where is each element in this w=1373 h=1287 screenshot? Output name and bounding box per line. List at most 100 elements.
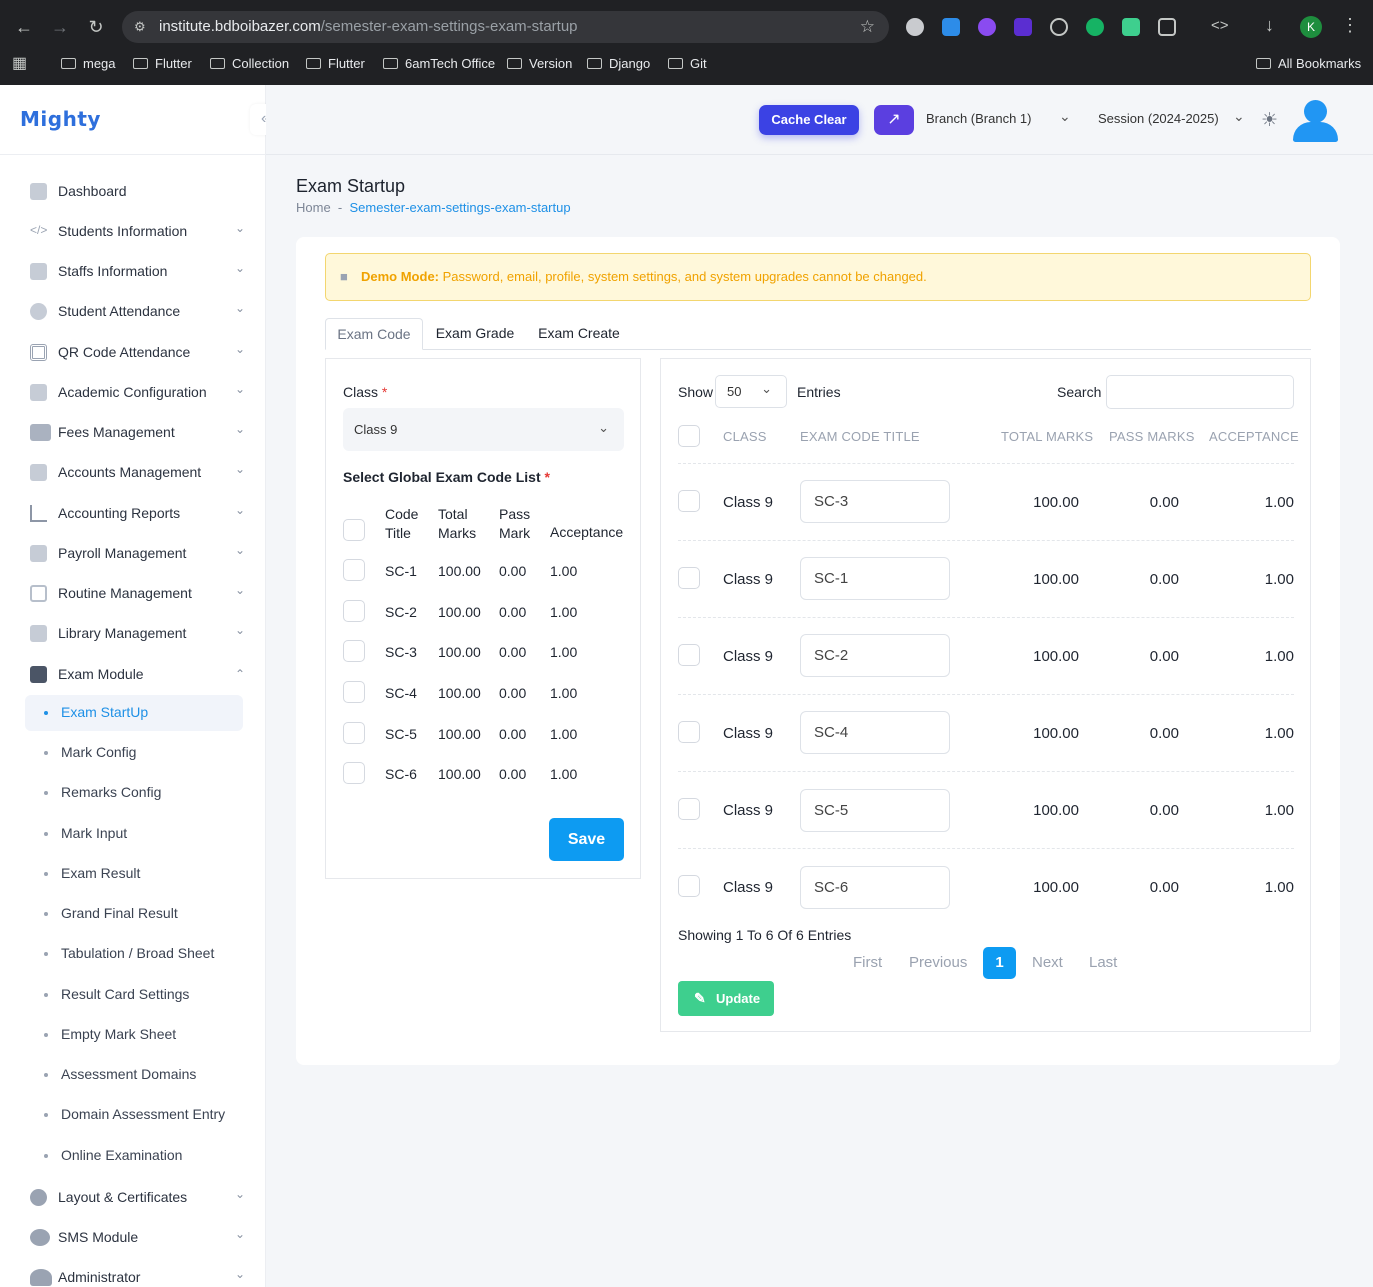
site-info-icon[interactable]: ⚙	[134, 19, 146, 34]
pagination-page-1[interactable]: 1	[983, 947, 1016, 979]
exam-code-title-input[interactable]: SC-5	[800, 789, 950, 832]
pagination-last[interactable]: Last	[1089, 954, 1118, 971]
grammarly-icon[interactable]	[1086, 18, 1104, 36]
extension-icon[interactable]	[906, 18, 924, 36]
sidebar-item-students-information[interactable]: </> Students Information ⌄	[30, 221, 245, 239]
react-devtools-icon[interactable]	[1050, 18, 1068, 36]
bookmark-folder[interactable]: Django	[587, 52, 650, 76]
reload-icon[interactable]: ↻	[88, 17, 104, 37]
exam-code-title-input[interactable]: SC-2	[800, 634, 950, 677]
sidebar-item-administrator[interactable]: Administrator ⌄	[30, 1266, 245, 1287]
profile-avatar[interactable]: K	[1300, 16, 1322, 38]
sidebar-item-dashboard[interactable]: Dashboard	[30, 180, 245, 204]
row-checkbox[interactable]	[678, 567, 700, 589]
bookmark-folder[interactable]: Version	[507, 52, 572, 76]
download-icon[interactable]: ↓	[1265, 15, 1274, 35]
sidebar-item-accounting-reports[interactable]: Accounting Reports ⌄	[30, 502, 245, 526]
app-logo[interactable]: Mighty	[20, 107, 101, 131]
user-avatar[interactable]	[1293, 98, 1338, 142]
cache-clear-button[interactable]: Cache Clear	[759, 105, 859, 135]
row-checkbox[interactable]	[343, 559, 365, 581]
col-total-marks[interactable]: TOTAL MARKS	[1001, 429, 1094, 444]
more-menu-icon[interactable]: ⋮	[1341, 15, 1359, 35]
sidebar-item-routine-management[interactable]: Routine Management ⌄	[30, 582, 245, 606]
tab-exam-code[interactable]: Exam Code	[325, 318, 423, 350]
row-checkbox[interactable]	[343, 762, 365, 784]
forward-icon[interactable]: →	[51, 17, 69, 37]
bookmark-folder[interactable]: Git	[668, 52, 707, 76]
tab-exam-create[interactable]: Exam Create	[538, 325, 620, 341]
extension-icon[interactable]	[978, 18, 996, 36]
breadcrumb-home[interactable]: Home	[296, 200, 331, 215]
col-pass-marks[interactable]: PASS MARKS	[1109, 429, 1195, 444]
row-checkbox[interactable]	[678, 798, 700, 820]
row-checkbox[interactable]	[343, 681, 365, 703]
chevron-down-icon[interactable]: ⌄	[1059, 108, 1071, 124]
sidebar-item-qr-code-attendance[interactable]: QR Code Attendance ⌄	[30, 341, 245, 365]
total-cell: 100.00	[438, 563, 481, 579]
sidebar-item-sms-module[interactable]: SMS Module ⌄	[30, 1226, 245, 1250]
sidebar-item-layout-certificates[interactable]: Layout & Certificates ⌄	[30, 1186, 245, 1210]
bookmark-star-icon[interactable]: ☆	[859, 17, 875, 36]
sidebar-item-student-attendance[interactable]: Student Attendance ⌄	[30, 300, 245, 324]
bookmark-folder[interactable]: Flutter	[133, 52, 192, 76]
row-checkbox[interactable]	[343, 600, 365, 622]
address-bar[interactable]: ⚙ institute.bdboibazer.com/semester-exam…	[122, 11, 889, 43]
col-acceptance: Acceptance	[550, 524, 624, 540]
pagination-first[interactable]: First	[853, 954, 883, 971]
col-class[interactable]: CLASS	[723, 429, 767, 444]
tab-exam-grade[interactable]: Exam Grade	[435, 325, 515, 341]
all-bookmarks[interactable]: All Bookmarks	[1256, 52, 1361, 76]
row-checkbox[interactable]	[343, 640, 365, 662]
sidebar-item-accounts-management[interactable]: Accounts Management ⌄	[30, 461, 245, 485]
exam-code-title-input[interactable]: SC-4	[800, 711, 950, 754]
entries-per-page-select[interactable]: 50 ⌄	[715, 375, 787, 408]
row-checkbox[interactable]	[678, 644, 700, 666]
col-exam-code-title[interactable]: EXAM CODE TITLE	[800, 429, 920, 444]
class-select[interactable]: Class 9 ⌄	[343, 408, 624, 451]
row-checkbox[interactable]	[678, 875, 700, 897]
puzzle-icon[interactable]	[1158, 18, 1176, 36]
sun-icon[interactable]: ☀	[1261, 110, 1279, 131]
save-button[interactable]: Save	[549, 818, 624, 861]
pagination-previous[interactable]: Previous	[909, 954, 968, 971]
bookmark-folder[interactable]: Collection	[210, 52, 289, 76]
bullet-icon	[44, 711, 48, 715]
update-button[interactable]: ✎ Update	[678, 981, 774, 1016]
folder-icon	[668, 58, 683, 69]
url-host: institute.bdboibazer.com	[159, 18, 321, 35]
bookmark-folder[interactable]: 6amTech Office	[383, 52, 495, 76]
devtools-icon[interactable]: <>	[1211, 17, 1229, 34]
bookmark-folder[interactable]: mega	[61, 52, 116, 76]
chevron-down-icon[interactable]: ⌄	[1233, 108, 1245, 124]
pass-marks-cell: 0.00	[1149, 725, 1179, 742]
select-all-checkbox[interactable]	[343, 519, 365, 541]
search-input[interactable]	[1106, 375, 1294, 409]
back-icon[interactable]: ←	[15, 17, 33, 37]
select-all-checkbox[interactable]	[678, 425, 700, 447]
row-checkbox[interactable]	[678, 721, 700, 743]
row-checkbox[interactable]	[343, 722, 365, 744]
sidebar-item-payroll-management[interactable]: Payroll Management ⌄	[30, 542, 245, 566]
apps-grid-icon[interactable]: ▦	[12, 55, 28, 72]
branch-select[interactable]: Branch (Branch 1)	[926, 111, 1032, 126]
sidebar-item-library-management[interactable]: Library Management ⌄	[30, 622, 245, 646]
extension-icon[interactable]	[1014, 18, 1032, 36]
sidebar-item-academic-configuration[interactable]: Academic Configuration ⌄	[30, 381, 245, 405]
sidebar-item-exam-module[interactable]: Exam Module ⌃	[30, 663, 245, 687]
exam-code-title-input[interactable]: SC-6	[800, 866, 950, 909]
exam-code-title-input[interactable]: SC-1	[800, 557, 950, 600]
external-link-icon[interactable]: ↗	[874, 105, 914, 135]
session-select[interactable]: Session (2024-2025)	[1098, 111, 1219, 126]
bookmark-folder[interactable]: Flutter	[306, 52, 365, 76]
exam-code-title-input[interactable]: SC-3	[800, 480, 950, 523]
col-acceptance[interactable]: ACCEPTANCE	[1209, 429, 1299, 444]
sidebar-item-staffs-information[interactable]: Staffs Information ⌄	[30, 260, 245, 284]
chevron-down-icon: ⌄	[598, 420, 609, 435]
sidebar-item-fees-management[interactable]: Fees Management ⌄	[30, 421, 245, 445]
row-checkbox[interactable]	[678, 490, 700, 512]
extension-icon[interactable]	[942, 18, 960, 36]
screenshot-icon[interactable]	[1122, 18, 1140, 36]
pagination-next[interactable]: Next	[1032, 954, 1063, 971]
total-marks-cell: 100.00	[1033, 725, 1079, 742]
